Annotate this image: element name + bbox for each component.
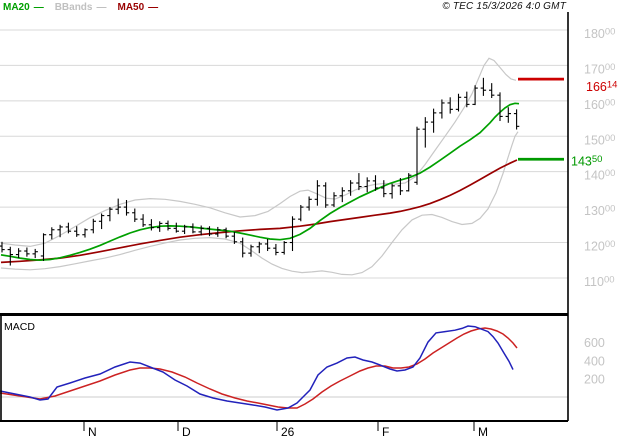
macd-panel-title: MACD <box>4 321 35 333</box>
x-axis-label: D <box>182 425 191 439</box>
bollinger-lower-line <box>0 131 519 276</box>
price-axis-labels: 18000 17000 16000 15000 14000 13000 12000 11000 <box>584 27 615 289</box>
macd-axis-labels: 600 400 200 <box>584 336 605 387</box>
macd-tick-label: 200 <box>584 373 605 387</box>
price-tick-label: 15000 <box>584 133 615 148</box>
legend-item-ma50: MA50— <box>117 2 158 14</box>
copyright-text: © TEC 15/3/2026 4:0 GMT <box>442 1 566 12</box>
legend-label-ma50: MA50 <box>117 2 145 13</box>
legend-item-ma20: MA20— <box>3 2 44 14</box>
legend-label-bbands: BBands <box>54 2 93 13</box>
support-level-label: 14350 <box>571 154 602 169</box>
bollinger-upper-line <box>0 57 517 248</box>
legend-label-ma20: MA20 <box>3 2 30 13</box>
ohlc-bars <box>0 77 520 266</box>
price-gridlines <box>0 29 568 279</box>
x-axis-label: 26 <box>281 425 295 439</box>
resistance-level-label: 16614 <box>586 80 617 95</box>
x-axis-label: N <box>88 425 97 439</box>
price-tick-label: 14000 <box>584 168 615 183</box>
price-tick-label: 17000 <box>584 62 615 77</box>
ma20-line <box>0 102 520 262</box>
panel-borders <box>0 12 569 422</box>
price-tick-label: 13000 <box>584 204 615 219</box>
x-axis-label: M <box>478 425 488 439</box>
legend-item-bbands: BBands — <box>55 2 107 14</box>
legend: MA20— BBands — MA50— <box>3 2 158 14</box>
price-tick-label: 11000 <box>584 274 615 289</box>
macd-tick-label: 600 <box>584 336 605 350</box>
macd-signal-line <box>0 327 518 409</box>
ma50-line <box>0 159 518 264</box>
ma50-line-swatch-icon: — <box>148 2 159 13</box>
macd-tick-label: 400 <box>584 354 605 368</box>
price-tick-label: 16000 <box>584 97 615 112</box>
price-tick-label: 12000 <box>584 239 615 254</box>
ma20-line-swatch-icon: — <box>33 2 44 13</box>
price-tick-label: 18000 <box>584 27 615 42</box>
x-axis-label: F <box>382 425 389 439</box>
x-axis: N D 26 F M <box>83 421 488 439</box>
bbands-line-swatch-icon: — <box>96 2 107 13</box>
macd-line <box>0 325 514 411</box>
